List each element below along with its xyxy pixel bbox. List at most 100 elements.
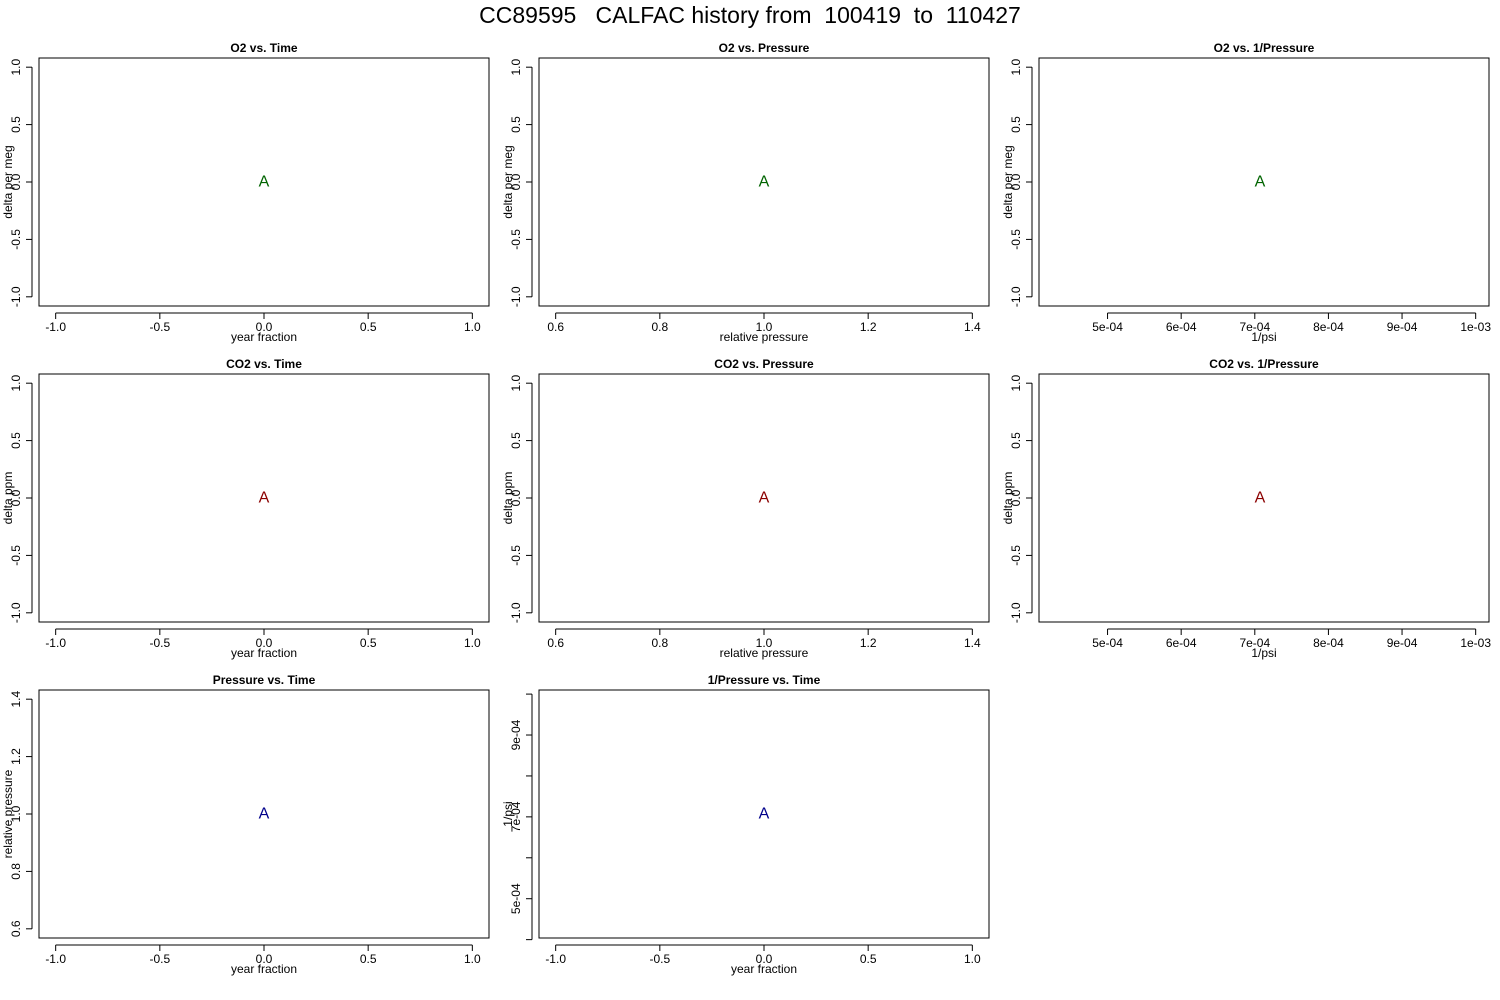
x-tick-label: 1.0: [464, 952, 481, 966]
data-point: A: [259, 490, 270, 507]
x-tick-label: 1.4: [964, 320, 981, 334]
y-axis-label: delta per meg: [501, 145, 515, 218]
y-tick-label: 0.0: [9, 489, 23, 506]
x-tick-label: 7e-04: [1239, 320, 1270, 334]
x-axis-label: year fraction: [231, 646, 297, 660]
y-tick-label: 0.5: [509, 116, 523, 133]
y-tick-label: 1.0: [9, 375, 23, 392]
y-tick-label: 0.5: [509, 432, 523, 449]
chart-title: CO2 vs. Pressure: [714, 357, 814, 371]
x-tick-label: 6e-04: [1166, 320, 1197, 334]
x-tick-label: 0.0: [756, 952, 773, 966]
chart-panel: CO2 vs. 1/Pressure 5e-04 6e-04 7e-04 8e-04 9e…: [1001, 357, 1491, 660]
x-tick-label: -1.0: [45, 636, 66, 650]
x-tick-label: 5e-04: [1092, 636, 1123, 650]
y-tick-label: 5e-04: [509, 883, 523, 914]
x-axis-label: year fraction: [231, 330, 297, 344]
y-tick-label: -0.5: [9, 545, 23, 566]
x-tick-label: 0.6: [547, 636, 564, 650]
chart-panel: 1/Pressure vs. Time -1.0 -0.5 0.0 0.5 1.0 year…: [501, 673, 990, 976]
x-axis-label: relative pressure: [720, 330, 809, 344]
chart-panel: Pressure vs. Time -1.0 -0.5 0.0 0.5 1.0 year f…: [1, 673, 490, 976]
x-tick-label: 0.5: [360, 952, 377, 966]
x-tick-label: 1e-03: [1460, 636, 1491, 650]
y-axis-label: delta per meg: [1, 145, 15, 218]
y-tick-label: 1.0: [9, 805, 23, 822]
figure-title: CC89595 CALFAC history from 100419 to 11…: [479, 2, 1021, 28]
x-tick-label: 8e-04: [1313, 320, 1344, 334]
y-tick-label: -1.0: [509, 286, 523, 307]
y-tick-label: 0.8: [9, 863, 23, 880]
y-tick-label: -0.5: [509, 229, 523, 250]
y-tick-label: -1.0: [509, 602, 523, 623]
x-tick-label: 8e-04: [1313, 636, 1344, 650]
chart-title: 1/Pressure vs. Time: [708, 673, 821, 687]
chart-title: O2 vs. Pressure: [719, 41, 810, 55]
y-tick-label: 7e-04: [509, 801, 523, 832]
chart-title: Pressure vs. Time: [213, 673, 316, 687]
plot-frame: [538, 373, 990, 623]
plot-frame: [538, 57, 990, 307]
y-tick-label: 1.0: [509, 375, 523, 392]
x-tick-label: -1.0: [545, 952, 566, 966]
x-tick-label: 0.5: [860, 952, 877, 966]
y-tick-label: -0.5: [509, 545, 523, 566]
y-tick-label: -0.5: [9, 229, 23, 250]
y-tick-label: 0.0: [1009, 489, 1023, 506]
y-tick-label: -0.5: [1009, 229, 1023, 250]
y-tick-label: 0.0: [509, 173, 523, 190]
y-tick-label: 1.4: [9, 691, 23, 708]
y-tick-label: 1.0: [9, 59, 23, 76]
y-tick-label: 0.0: [1009, 173, 1023, 190]
y-tick-label: 1.0: [1009, 59, 1023, 76]
plot-frame: [38, 689, 490, 939]
y-axis-label: 1/psi: [501, 801, 515, 826]
x-tick-label: -1.0: [45, 952, 66, 966]
y-axis-label: delta ppm: [1001, 472, 1015, 525]
x-tick-label: 1.0: [464, 320, 481, 334]
x-tick-label: 0.8: [651, 636, 668, 650]
x-tick-label: -1.0: [45, 320, 66, 334]
x-tick-label: -0.5: [149, 636, 170, 650]
y-tick-label: -1.0: [1009, 286, 1023, 307]
y-tick-label: 0.0: [509, 489, 523, 506]
x-tick-label: 0.5: [360, 636, 377, 650]
x-axis-label: year fraction: [231, 962, 297, 976]
y-tick-label: -1.0: [9, 602, 23, 623]
data-point: A: [1255, 490, 1266, 507]
y-tick-label: 1.0: [1009, 375, 1023, 392]
x-tick-label: 1.0: [756, 320, 773, 334]
y-tick-label: 9e-04: [509, 719, 523, 750]
chart-panel: O2 vs. Time -1.0 -0.5 0.0 0.5 1.0 year fractio…: [1, 41, 490, 344]
y-tick-label: 1.0: [509, 59, 523, 76]
y-tick-label: 0.6: [9, 920, 23, 937]
chart-title: CO2 vs. Time: [226, 357, 302, 371]
x-tick-label: 1.0: [964, 952, 981, 966]
plot-frame: [1038, 373, 1490, 623]
x-axis-label: 1/psi: [1251, 646, 1276, 660]
chart-panel: O2 vs. Pressure 0.6 0.8 1.0 1.2 1.4 relative p…: [501, 41, 990, 344]
y-tick-label: -1.0: [1009, 602, 1023, 623]
y-tick-label: 0.0: [9, 173, 23, 190]
chart-panel: O2 vs. 1/Pressure 5e-04 6e-04 7e-04 8e-04 9e-…: [1001, 41, 1491, 344]
chart-title: CO2 vs. 1/Pressure: [1209, 357, 1319, 371]
y-tick-label: 0.5: [9, 432, 23, 449]
y-tick-label: -1.0: [9, 286, 23, 307]
x-tick-label: -0.5: [149, 952, 170, 966]
x-tick-label: 5e-04: [1092, 320, 1123, 334]
y-tick-label: 0.5: [9, 116, 23, 133]
x-tick-label: 1.2: [860, 636, 877, 650]
chart-title: O2 vs. 1/Pressure: [1214, 41, 1315, 55]
x-tick-label: -0.5: [649, 952, 670, 966]
x-tick-label: 0.8: [651, 320, 668, 334]
x-tick-label: 7e-04: [1239, 636, 1270, 650]
x-tick-label: 0.5: [360, 320, 377, 334]
data-point: A: [259, 174, 270, 191]
y-tick-label: 0.5: [1009, 116, 1023, 133]
chart-panel: CO2 vs. Pressure 0.6 0.8 1.0 1.2 1.4 relative …: [501, 357, 990, 660]
x-tick-label: 1e-03: [1460, 320, 1491, 334]
y-axis-label: delta per meg: [1001, 145, 1015, 218]
x-tick-label: 0.0: [256, 636, 273, 650]
chart-panel: CO2 vs. Time -1.0 -0.5 0.0 0.5 1.0 year fracti…: [1, 357, 490, 660]
x-tick-label: 6e-04: [1166, 636, 1197, 650]
